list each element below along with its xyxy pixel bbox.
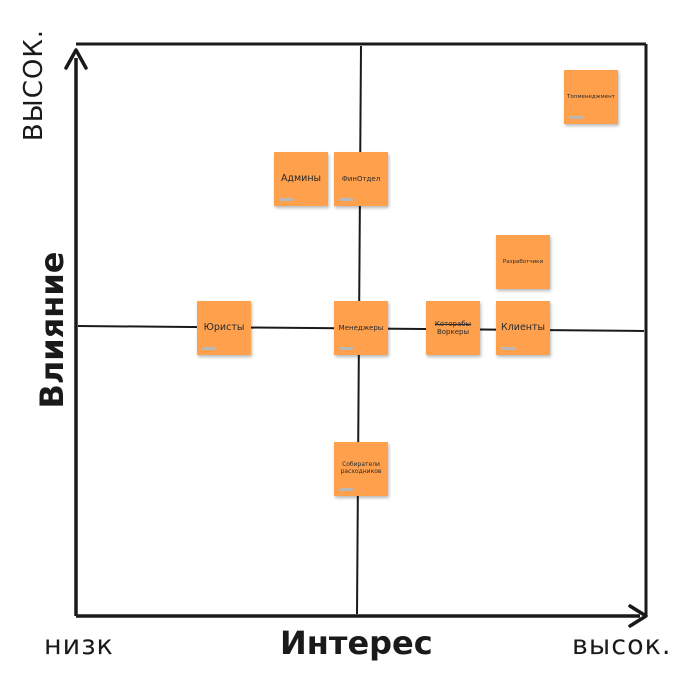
x-axis-high-label: высок. — [572, 630, 672, 661]
y-axis-title: Влияние — [33, 251, 71, 409]
sticky-fin-department[interactable]: ФинОтдел — [334, 152, 388, 206]
sticky-author-bar — [569, 116, 583, 119]
sticky-author-bar — [339, 198, 353, 201]
sticky-label-main: Воркеры — [436, 328, 470, 336]
sticky-clients[interactable]: Клиенты — [496, 301, 550, 355]
y-axis-high-label: ВЫСОК. — [19, 28, 49, 142]
sticky-label: Которабы Воркеры — [433, 320, 473, 336]
x-axis-arrow-icon — [628, 604, 648, 628]
x-axis-title: Интерес — [280, 624, 433, 662]
sticky-label: Собиратели расходников — [340, 461, 382, 475]
sticky-author-bar — [339, 347, 353, 350]
sticky-workers[interactable]: Которабы Воркеры — [426, 301, 480, 355]
sticky-author-bar — [501, 347, 515, 350]
sticky-developers[interactable]: Разработчики — [496, 235, 550, 289]
sticky-label: Юристы — [203, 321, 245, 333]
sticky-author-bar — [339, 488, 353, 491]
sticky-label-struck: Которабы — [434, 319, 472, 328]
sticky-label: Разработчики — [502, 258, 544, 265]
sticky-label: Топменеджмент — [567, 93, 615, 100]
sticky-admins[interactable]: Админы — [274, 152, 328, 206]
sticky-topmanagement[interactable]: Топменеджмент — [564, 70, 618, 124]
sticky-consumables-collectors[interactable]: Собиратели расходников — [334, 442, 388, 496]
x-axis-low-label: низк — [44, 630, 114, 661]
sticky-label: Админы — [280, 172, 322, 184]
sticky-label: Клиенты — [500, 321, 546, 333]
sticky-author-bar — [279, 198, 293, 201]
sticky-managers[interactable]: Менеджеры — [334, 301, 388, 355]
y-axis-arrow-icon — [64, 48, 88, 70]
sticky-lawyers[interactable]: Юристы — [197, 301, 251, 355]
sticky-label: Менеджеры — [338, 323, 384, 332]
sticky-label: ФинОтдел — [341, 174, 381, 183]
sticky-author-bar — [202, 347, 216, 350]
